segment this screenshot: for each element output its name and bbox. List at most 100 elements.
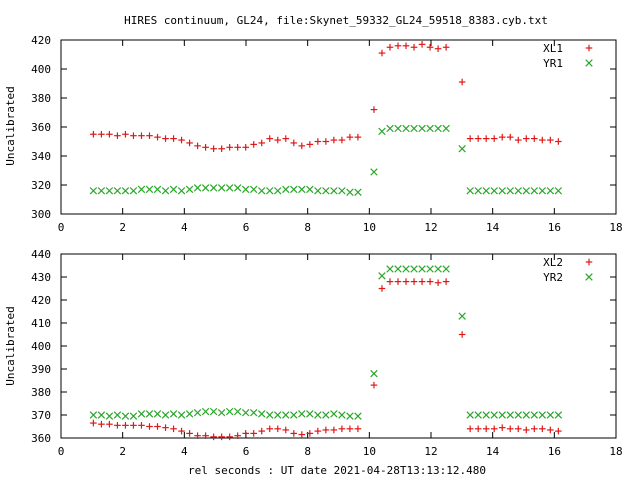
xl1-point	[434, 45, 442, 52]
yr1-point	[338, 187, 346, 195]
xl2-point	[410, 278, 418, 285]
xl2-point	[522, 426, 530, 434]
yr2-point	[129, 412, 138, 420]
bottom-x-tick-label: 6	[243, 445, 250, 458]
yr1-point	[282, 185, 290, 194]
xl1-point	[426, 43, 434, 51]
yr2-point	[434, 265, 442, 273]
yr2-point	[298, 410, 306, 418]
top-x-tick-label: 18	[609, 221, 622, 234]
xl1-point	[234, 144, 241, 151]
bottom-x-tick-label: 14	[486, 445, 500, 458]
xl2-point	[282, 426, 290, 434]
yr1-point	[233, 184, 242, 192]
top-y-tick-label: 340	[31, 150, 51, 163]
yr1-point	[370, 168, 378, 176]
top-x-tick-label: 4	[181, 221, 188, 234]
yr1-point	[193, 184, 202, 192]
xl1-point	[322, 138, 330, 145]
top-y-tick-label: 320	[31, 179, 51, 192]
bottom-x-tick-label: 4	[181, 445, 188, 458]
yr1-point	[137, 185, 146, 194]
xl1-point	[370, 106, 378, 113]
yr1-point	[290, 185, 298, 194]
xl1-point	[162, 135, 169, 142]
xl2-point	[354, 425, 362, 433]
yr2-point	[354, 412, 362, 420]
bottom-x-tick-label: 2	[119, 445, 126, 458]
yr2-point	[153, 410, 162, 418]
top-x-tick-label: 0	[58, 221, 65, 234]
yr2-point	[418, 265, 426, 273]
yr1-point	[201, 184, 210, 192]
xl2-point	[290, 430, 298, 437]
xl1-point	[258, 139, 266, 147]
xl2-point	[202, 432, 209, 439]
yr2-point	[161, 411, 170, 419]
xl2-point	[242, 430, 249, 437]
top-y-tick-label: 400	[31, 63, 51, 76]
yr1-point	[442, 124, 450, 133]
xl2-point	[530, 425, 538, 433]
xl2-point	[162, 424, 169, 431]
yr2-point	[209, 407, 218, 416]
x-axis-label: rel seconds : UT date 2021-04-28T13:13:1…	[188, 464, 486, 477]
bottom-panel-ylabel: Uncalibrated	[4, 306, 17, 385]
top-panel-ylabel: Uncalibrated	[4, 86, 17, 165]
yr2-point	[490, 411, 498, 419]
xl1-point	[386, 43, 394, 51]
yr2-point	[201, 407, 210, 416]
yr1-point	[97, 187, 106, 195]
yr1-point	[426, 124, 434, 133]
xl2-point	[474, 425, 482, 433]
yr1-point	[378, 127, 386, 136]
xl1-point	[90, 130, 97, 138]
top-x-tick-label: 8	[304, 221, 311, 234]
xl1-point	[266, 135, 274, 142]
xl2-point	[555, 427, 562, 435]
yr2-point	[330, 410, 338, 418]
yr2-point	[370, 369, 378, 378]
xl2-point	[226, 433, 233, 441]
xl1-point	[114, 132, 121, 139]
xl2-point	[194, 432, 201, 439]
xl2-point	[330, 426, 338, 434]
yr1-point	[506, 187, 514, 195]
yr2-point	[506, 411, 514, 419]
bottom-panel: Uncalibrated 0 2 4 6 8 10 12 14 16 18 360 370 380 390…	[4, 248, 623, 458]
yr2-point	[97, 411, 106, 419]
yr2-point	[89, 411, 98, 419]
yr2-point	[346, 412, 354, 420]
xl2-point	[338, 425, 346, 433]
xl2-point	[498, 424, 506, 431]
yr1-point	[346, 188, 354, 196]
yr2-point	[522, 411, 530, 419]
top-y-tick-label: 300	[31, 208, 51, 221]
yr1-point	[498, 187, 506, 195]
xl1-point	[418, 41, 426, 48]
yr2-point	[258, 410, 266, 418]
xl1-point	[210, 145, 217, 153]
xl1-point	[402, 42, 410, 50]
yr2-point	[378, 272, 386, 280]
yr1-point	[274, 187, 282, 195]
xl1-point	[547, 136, 554, 144]
xl1-point	[242, 144, 249, 151]
xl2-point	[482, 425, 490, 433]
yr1-point	[89, 187, 98, 195]
yr2-point	[410, 265, 418, 273]
yr1-point	[298, 185, 306, 194]
yr2-point	[338, 411, 346, 419]
yr1-point	[161, 187, 170, 195]
legend-marker-xl2	[585, 258, 593, 266]
yr2-point	[458, 312, 466, 320]
xl1-point	[178, 136, 185, 144]
yr1-point	[113, 187, 122, 195]
yr1-point	[185, 185, 194, 194]
yr1-point	[177, 187, 186, 195]
top-x-tick-label: 14	[486, 221, 500, 234]
yr2-point	[274, 411, 282, 419]
yr2-point	[177, 411, 186, 419]
yr1-point	[314, 187, 322, 195]
